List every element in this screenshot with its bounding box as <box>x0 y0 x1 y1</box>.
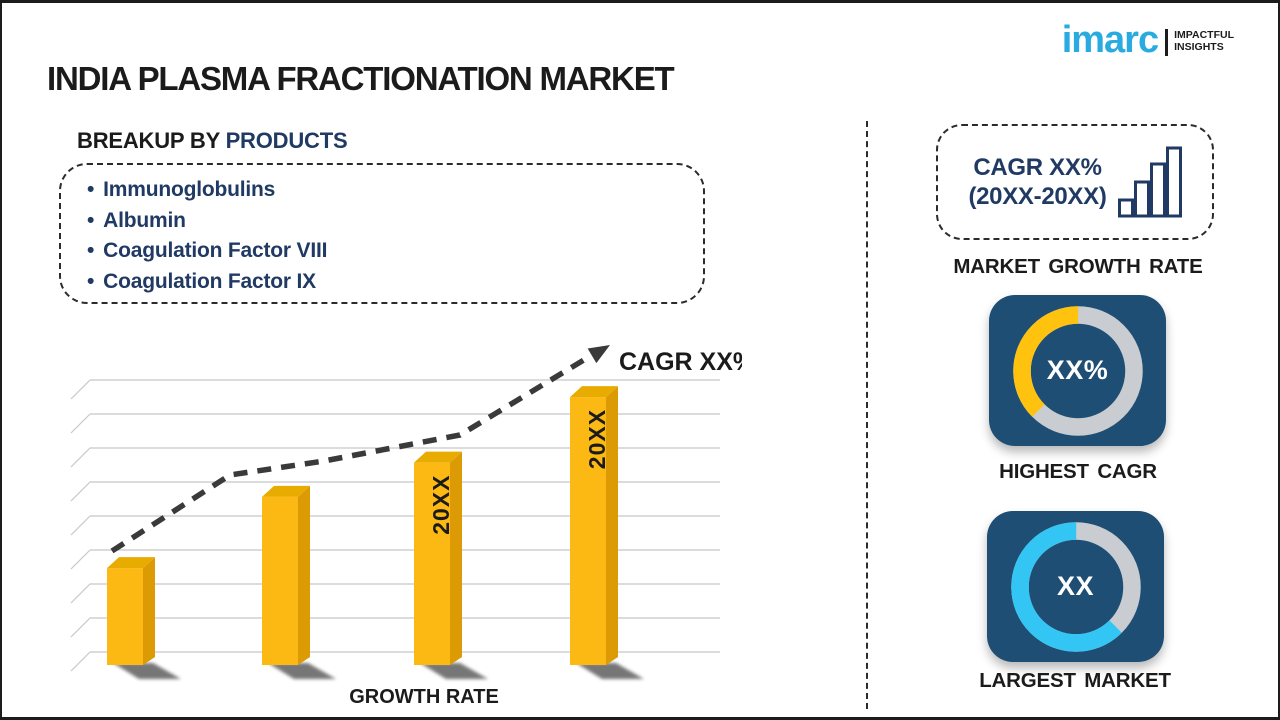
cagr-box-text: CAGR XX% (20XX-20XX) <box>968 154 1107 210</box>
market-growth-rate-caption: MARKET GROWTH RATE <box>953 255 1203 278</box>
products-list: Immunoglobulins Albumin Coagulation Fact… <box>61 175 703 297</box>
list-item: Coagulation Factor VIII <box>87 236 703 267</box>
growing-bars-icon <box>1117 146 1182 218</box>
highest-cagr-caption: HIGHEST CAGR <box>999 460 1157 483</box>
largest-market-donut <box>1010 521 1141 652</box>
page-title: INDIA PLASMA FRACTIONATION MARKET <box>47 60 675 97</box>
list-item: Albumin <box>87 206 703 237</box>
highest-cagr-value: XX% <box>1046 355 1109 385</box>
svg-text:20XX: 20XX <box>584 409 610 469</box>
largest-market-value: XX <box>1056 571 1095 601</box>
section-divider <box>866 121 868 709</box>
largest-market-card: XX <box>987 511 1164 662</box>
products-list-box: Immunoglobulins Albumin Coagulation Fact… <box>59 163 705 304</box>
largest-market-caption: LARGEST MARKET <box>979 669 1171 692</box>
logo-divider-bar <box>1165 29 1169 56</box>
logo-tagline: IMPACTFUL INSIGHTS <box>1174 29 1234 53</box>
list-item: Immunoglobulins <box>87 175 703 206</box>
growth-bar-chart: 20XX 20XX CAGR XX% GROWTH RATE <box>62 335 755 713</box>
list-item: Coagulation Factor IX <box>87 267 703 298</box>
chart-trend-label: CAGR XX% <box>619 348 742 376</box>
cagr-box: CAGR XX% (20XX-20XX) <box>936 124 1214 240</box>
imarc-logo-wordmark: imarc <box>1061 19 1159 61</box>
svg-text:20XX: 20XX <box>428 475 454 535</box>
breakup-heading-highlight: PRODUCTS <box>225 128 348 153</box>
imarc-logo: imarc IMPACTFUL INSIGHTS <box>1061 19 1234 61</box>
highest-cagr-card: XX% <box>989 295 1166 446</box>
breakup-heading-prefix: BREAKUP BY <box>77 128 226 153</box>
breakup-heading: BREAKUP BY PRODUCTS <box>77 128 348 154</box>
bar-chart-svg: 20XX 20XX CAGR XX% GROWTH RATE <box>70 345 755 708</box>
highest-cagr-donut <box>1012 305 1143 436</box>
chart-x-axis-label: GROWTH RATE <box>349 686 499 708</box>
